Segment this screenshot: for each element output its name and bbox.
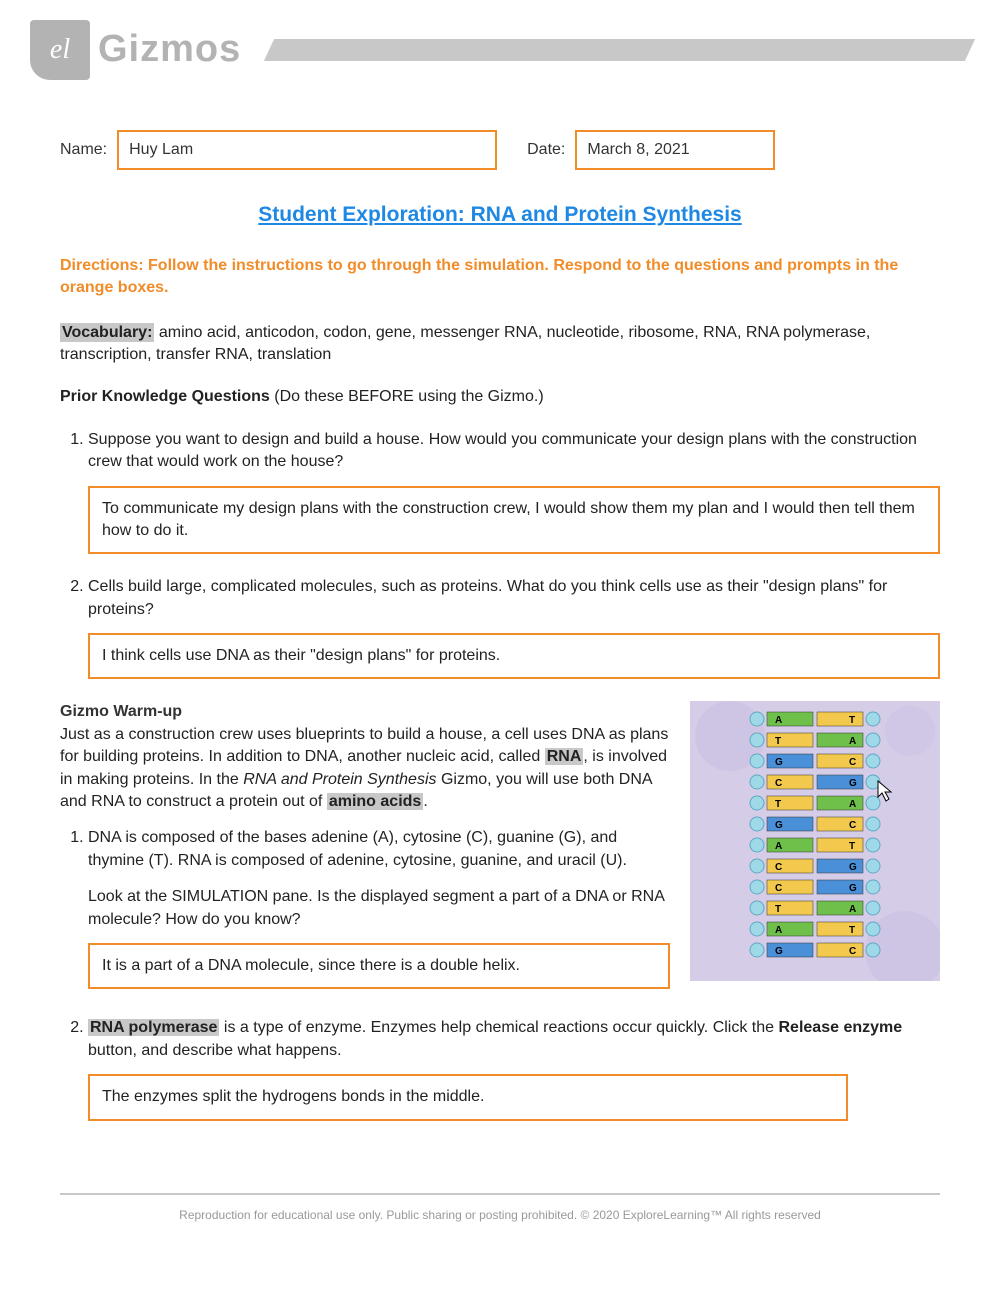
- name-label: Name:: [60, 139, 107, 161]
- prior-q2: Cells build large, complicated molecules…: [88, 576, 940, 679]
- svg-text:A: A: [849, 736, 856, 747]
- footer-text: Reproduction for educational use only. P…: [60, 1193, 940, 1254]
- page-title: Student Exploration: RNA and Protein Syn…: [60, 200, 940, 229]
- svg-text:G: G: [849, 778, 857, 789]
- svg-text:A: A: [775, 841, 782, 852]
- prior-heading: Prior Knowledge Questions (Do these BEFO…: [60, 386, 940, 408]
- svg-text:G: G: [849, 883, 857, 894]
- warmup-a1[interactable]: It is a part of a DNA molecule, since th…: [88, 943, 670, 989]
- svg-text:T: T: [775, 904, 781, 915]
- name-field[interactable]: Huy Lam: [117, 130, 497, 170]
- warmup-heading: Gizmo Warm-up: [60, 701, 670, 723]
- worksheet-page: el Gizmos Name: Huy Lam Date: March 8, 2…: [0, 0, 1000, 1253]
- name-date-row: Name: Huy Lam Date: March 8, 2021: [60, 130, 940, 170]
- prior-questions: Suppose you want to design and build a h…: [60, 429, 940, 680]
- prior-a1[interactable]: To communicate my design plans with the …: [88, 486, 940, 555]
- svg-text:G: G: [775, 757, 783, 768]
- amino-highlight: amino acids: [327, 793, 423, 810]
- warmup-q2: RNA polymerase is a type of enzyme. Enzy…: [88, 1017, 940, 1120]
- polymerase-highlight: RNA polymerase: [88, 1019, 219, 1036]
- svg-text:C: C: [775, 883, 782, 894]
- svg-text:T: T: [849, 925, 855, 936]
- svg-text:T: T: [775, 736, 781, 747]
- rna-highlight: RNA: [545, 748, 584, 765]
- vocab-list: amino acid, anticodon, codon, gene, mess…: [60, 324, 870, 363]
- svg-text:C: C: [849, 757, 856, 768]
- vocabulary-section: Vocabulary: amino acid, anticodon, codon…: [60, 322, 940, 367]
- svg-text:A: A: [849, 799, 856, 810]
- warmup-questions: DNA is composed of the bases adenine (A)…: [60, 827, 670, 989]
- logo-icon: el: [30, 20, 90, 80]
- svg-text:A: A: [775, 925, 782, 936]
- warmup-q1: DNA is composed of the bases adenine (A)…: [88, 827, 670, 989]
- warmup-text-column: Gizmo Warm-up Just as a construction cre…: [60, 701, 670, 1011]
- prior-q1: Suppose you want to design and build a h…: [88, 429, 940, 555]
- svg-text:C: C: [775, 778, 782, 789]
- page-header: el Gizmos: [0, 0, 1000, 90]
- svg-text:T: T: [849, 841, 855, 852]
- prior-a2[interactable]: I think cells use DNA as their "design p…: [88, 633, 940, 679]
- directions-text: Directions: Follow the instructions to g…: [60, 255, 940, 300]
- date-label: Date:: [527, 139, 565, 161]
- svg-text:T: T: [775, 799, 781, 810]
- warmup-section: Gizmo Warm-up Just as a construction cre…: [60, 701, 940, 1011]
- svg-text:C: C: [775, 862, 782, 873]
- svg-text:C: C: [849, 820, 856, 831]
- svg-text:T: T: [849, 715, 855, 726]
- warmup-questions-cont: RNA polymerase is a type of enzyme. Enzy…: [60, 1017, 940, 1120]
- dna-diagram: ATTAGCCGTAGCATCGCGTAATGC: [690, 701, 940, 981]
- svg-text:G: G: [775, 820, 783, 831]
- header-accent-bar: [264, 39, 975, 61]
- warmup-intro: Just as a construction crew uses bluepri…: [60, 724, 670, 814]
- svg-text:C: C: [849, 946, 856, 957]
- content-area: Name: Huy Lam Date: March 8, 2021 Studen…: [0, 90, 1000, 1163]
- svg-text:A: A: [775, 715, 782, 726]
- svg-text:G: G: [775, 946, 783, 957]
- vocab-label: Vocabulary:: [60, 323, 154, 342]
- warmup-a2[interactable]: The enzymes split the hydrogens bonds in…: [88, 1074, 848, 1120]
- svg-text:G: G: [849, 862, 857, 873]
- svg-text:A: A: [849, 904, 856, 915]
- brand-text: Gizmos: [98, 23, 241, 76]
- date-field[interactable]: March 8, 2021: [575, 130, 775, 170]
